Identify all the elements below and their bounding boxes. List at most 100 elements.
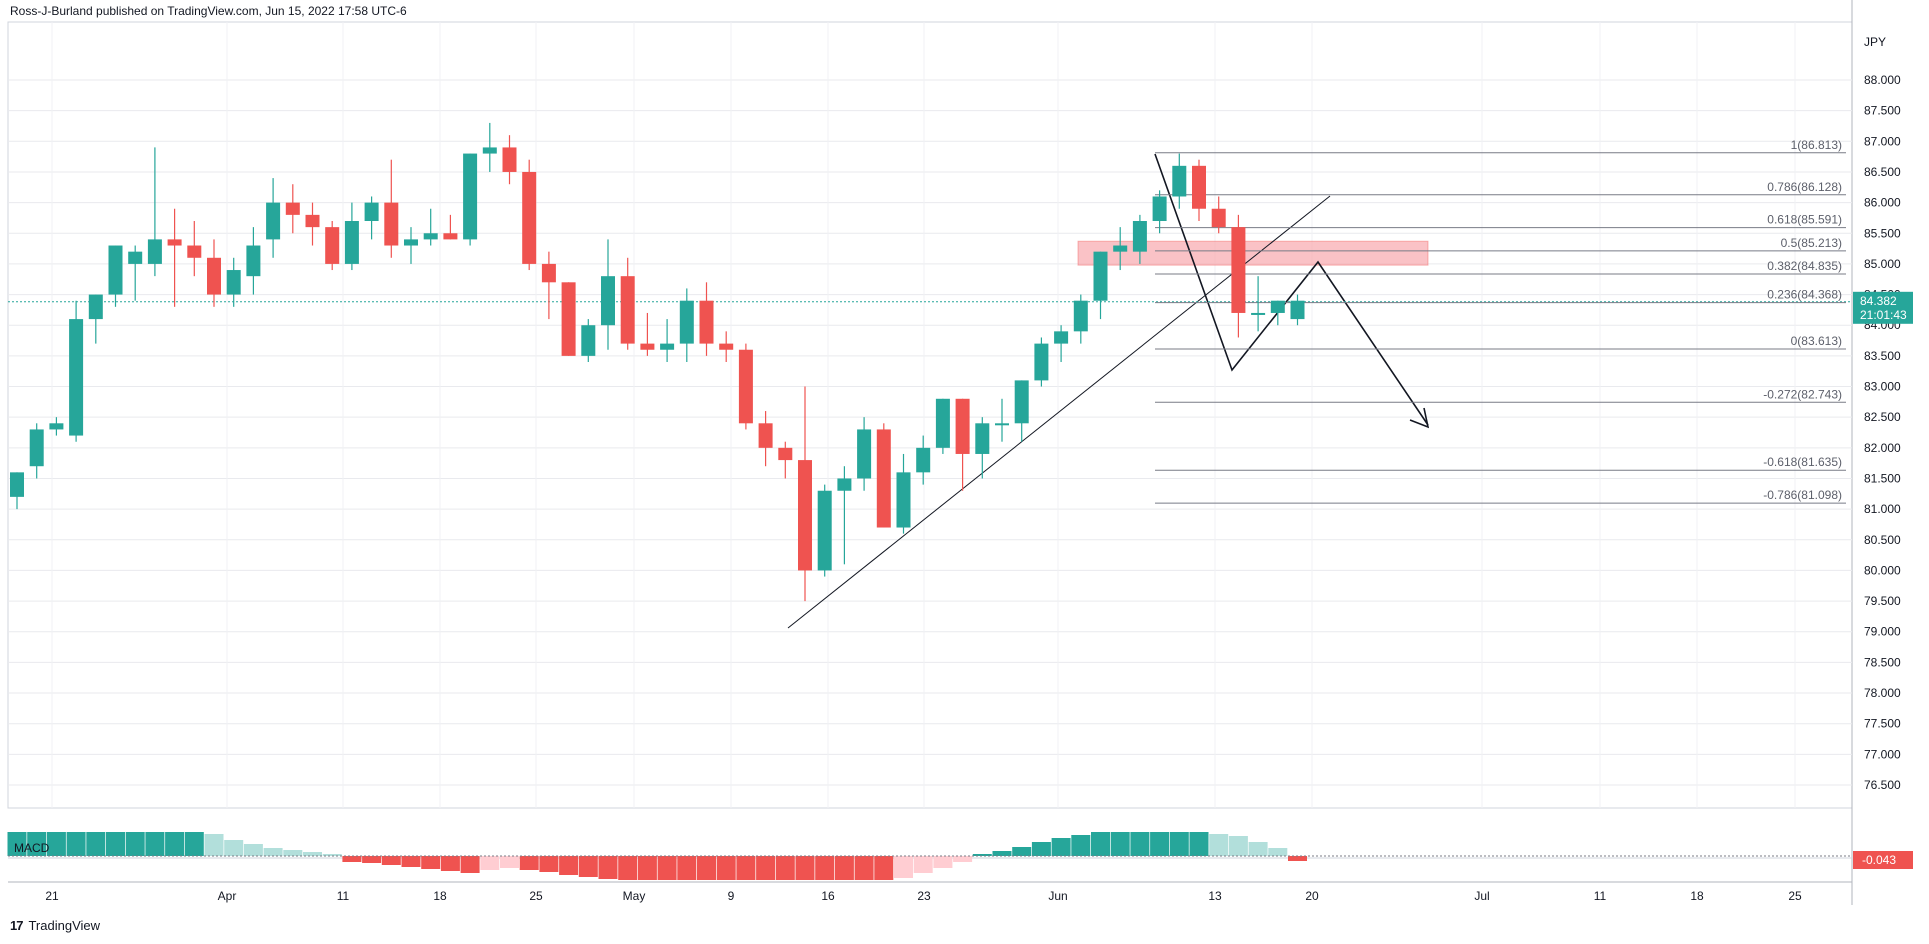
candle-body — [49, 423, 64, 430]
candle-body — [128, 251, 143, 264]
macd-bar — [1189, 832, 1209, 856]
price-axis: 88.000 87.500 87.000 86.500 86.000 85.500 85.0… — [1853, 35, 1913, 869]
candle-body — [955, 398, 970, 454]
time-tick-label: Jul — [1474, 889, 1489, 903]
candle-body — [502, 147, 517, 172]
time-tick-label: 13 — [1208, 889, 1222, 903]
candle-body — [384, 202, 399, 246]
candle-body — [916, 447, 931, 473]
candle-body — [601, 276, 615, 326]
fib-levels: 1(86.813) 0.786(86.128) 0.618(85.591) 0.5(8… — [1155, 138, 1846, 504]
time-tick-label: 21 — [45, 889, 59, 903]
price-tick-label: 87.000 — [1864, 134, 1901, 148]
candle-body — [1034, 343, 1049, 381]
footer-brand: 17 TradingView — [10, 918, 100, 933]
macd-bar — [86, 832, 106, 856]
macd-bar — [1209, 834, 1229, 856]
macd-bar — [618, 856, 638, 880]
price-tick-label: 83.000 — [1864, 380, 1901, 394]
macd-pane: MACD — [7, 832, 1852, 880]
time-tick-label: May — [623, 889, 646, 903]
price-tick-label: 80.500 — [1864, 533, 1901, 547]
grid-lines — [7, 0, 1853, 905]
candle-body — [581, 325, 596, 356]
candle-body — [561, 282, 576, 356]
candle-body — [719, 343, 734, 350]
macd-bar — [460, 856, 480, 873]
candle-body — [108, 245, 123, 295]
candle-body — [1014, 380, 1029, 424]
macd-bar — [578, 856, 598, 877]
candle-body — [364, 202, 379, 221]
candle-body — [1270, 300, 1285, 313]
publisher-caption: Ross-J-Burland published on TradingView.… — [10, 4, 407, 18]
fib-label: -0.786(81.098) — [1763, 488, 1842, 502]
price-tick-label: 78.000 — [1864, 686, 1901, 700]
macd-bar — [401, 856, 421, 867]
time-tick-label: Jun — [1048, 889, 1067, 903]
resistance-zone — [1077, 240, 1429, 266]
macd-bar — [834, 856, 854, 880]
candle-body — [1172, 165, 1187, 197]
price-tick-label: 77.000 — [1864, 747, 1901, 761]
time-tick-label: 18 — [1690, 889, 1704, 903]
macd-bar — [125, 832, 145, 856]
candle-body — [1093, 251, 1108, 301]
currency-label: JPY — [1864, 35, 1886, 49]
macd-bar — [795, 856, 815, 880]
macd-bar — [992, 851, 1012, 856]
fib-label: 0.618(85.591) — [1767, 213, 1842, 227]
macd-bar — [559, 856, 579, 875]
candle-body — [935, 398, 950, 448]
candle-body — [738, 349, 753, 424]
macd-bar — [1169, 832, 1189, 856]
macd-bar — [1091, 832, 1110, 856]
time-tick-label: 11 — [337, 889, 350, 903]
macd-bar — [657, 856, 677, 880]
candle-body — [344, 221, 359, 264]
macd-bar — [1012, 847, 1032, 856]
fib-label: 1(86.813) — [1791, 138, 1842, 152]
macd-bar — [972, 854, 992, 856]
candle-body — [640, 343, 655, 350]
macd-bar — [815, 856, 835, 880]
time-tick-label: 25 — [1788, 889, 1802, 903]
time-tick-label: 9 — [728, 889, 735, 903]
macd-bar — [697, 856, 716, 880]
candle-body — [975, 423, 990, 454]
last-price-badge — [1853, 291, 1913, 324]
candle-body — [167, 239, 182, 246]
candle-body — [541, 263, 556, 283]
macd-bar — [500, 856, 519, 868]
time-tick-label: 18 — [433, 889, 447, 903]
candle-body — [857, 429, 872, 479]
macd-bar — [145, 832, 165, 856]
macd-bar — [519, 856, 539, 870]
candle-body — [876, 429, 891, 528]
candle-body — [522, 171, 537, 264]
candle-body — [995, 423, 1009, 426]
candle-body — [29, 429, 44, 467]
candle-body — [88, 294, 103, 320]
macd-bar — [913, 856, 933, 873]
price-tick-label: 79.500 — [1864, 594, 1901, 608]
candle-body — [482, 147, 497, 154]
price-tick-label: 86.000 — [1864, 196, 1901, 210]
candle-body — [1132, 221, 1147, 252]
brand-name: TradingView — [28, 918, 101, 933]
fib-label: 0.786(86.128) — [1767, 180, 1842, 194]
price-tick-label: 87.500 — [1864, 104, 1901, 118]
macd-bar — [1110, 832, 1130, 856]
candle-body — [266, 202, 281, 240]
candle-body — [798, 460, 812, 571]
time-tick-label: 23 — [917, 889, 931, 903]
macd-bar — [874, 856, 894, 880]
price-tick-label: 79.000 — [1864, 625, 1901, 639]
macd-bar — [1288, 856, 1307, 861]
macd-bar — [775, 856, 795, 880]
uptrend-line — [787, 195, 1331, 629]
macd-bar — [1051, 838, 1071, 856]
candle-body — [1152, 196, 1167, 221]
candle-body — [10, 472, 24, 497]
